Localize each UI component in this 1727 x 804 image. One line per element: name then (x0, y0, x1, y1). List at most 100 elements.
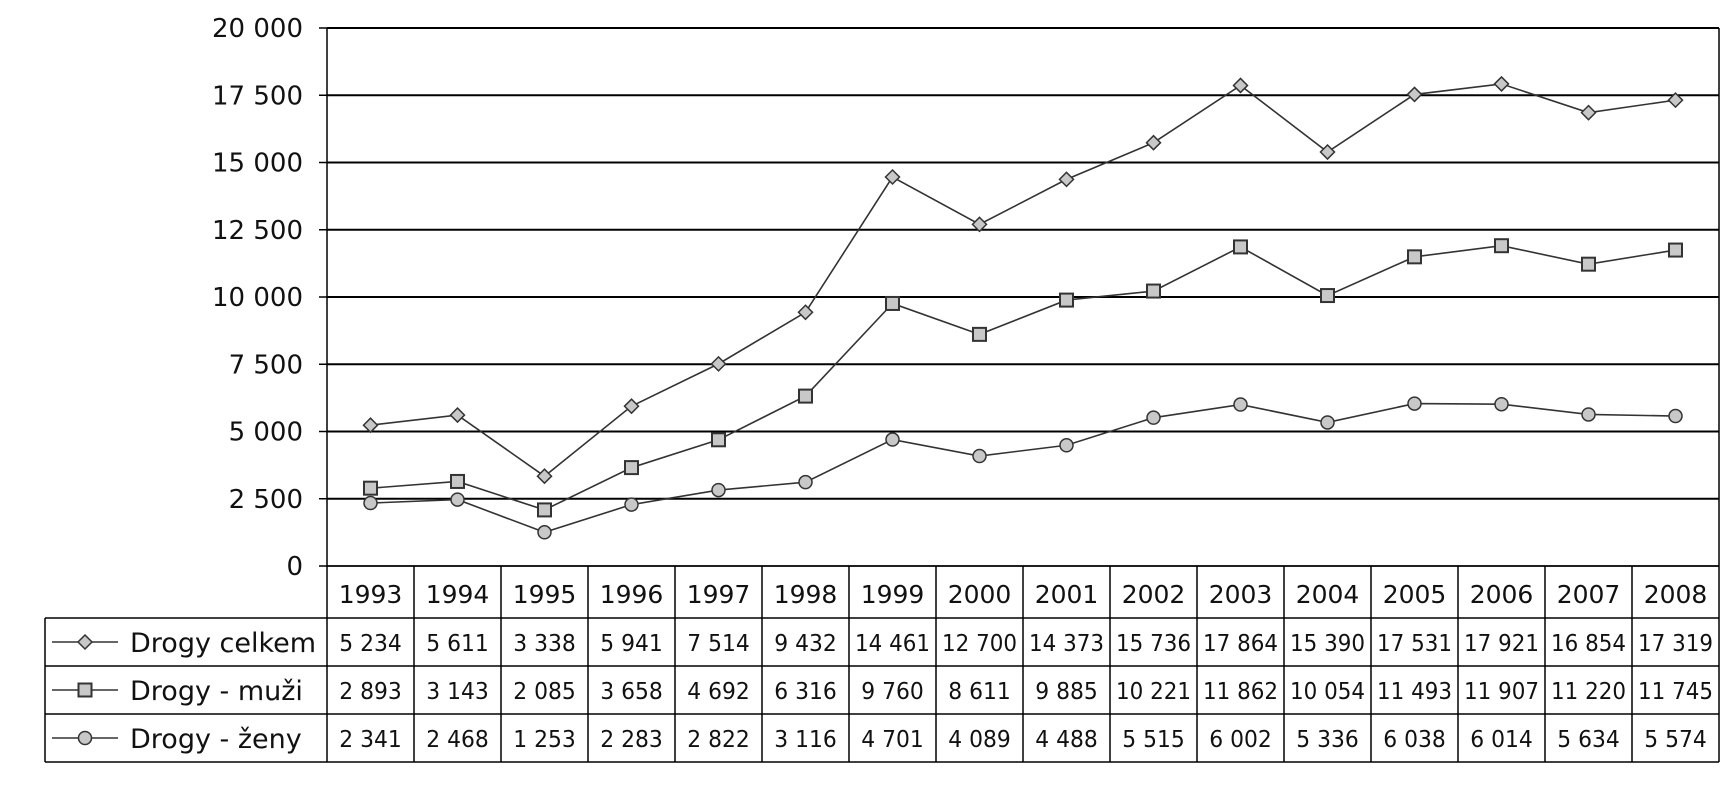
data-label-square: 11 907 (1464, 679, 1539, 705)
data-point-circle (363, 495, 378, 511)
data-label-circle: 4 701 (861, 727, 924, 753)
data-point-circle (624, 497, 639, 512)
data-point-square (537, 502, 552, 518)
data-point-diamond (1058, 171, 1075, 188)
data-label-circle: 4 089 (948, 727, 1011, 753)
x-tick-label: 1996 (600, 580, 664, 609)
data-label-square: 6 316 (774, 679, 837, 705)
data-point-diamond (1319, 143, 1336, 161)
data-point-square (1233, 239, 1248, 255)
data-label-square: 3 658 (600, 679, 663, 705)
x-tick-label: 2008 (1644, 580, 1708, 609)
x-tick-label: 1994 (426, 580, 490, 609)
data-label-circle: 6 038 (1383, 727, 1446, 753)
data-label-diamond: 12 700 (942, 631, 1017, 657)
series-line-diamond (370, 83, 1676, 478)
data-label-diamond: 9 432 (774, 631, 837, 657)
data-label-square: 10 054 (1290, 679, 1365, 705)
data-label-circle: 1 253 (513, 727, 576, 753)
data-point-diamond (1406, 86, 1423, 103)
legend-marker-diamond (76, 633, 94, 651)
data-label-square: 8 611 (948, 679, 1011, 705)
data-point-diamond (971, 216, 988, 233)
x-tick-label: 1999 (861, 580, 925, 609)
data-label-square: 11 745 (1638, 679, 1713, 705)
data-label-square: 2 085 (513, 679, 576, 705)
data-point-circle (1407, 396, 1422, 411)
data-point-square (1407, 249, 1422, 265)
data-label-diamond: 14 461 (855, 631, 930, 657)
x-tick-label: 1995 (513, 580, 577, 609)
data-label-square: 9 885 (1035, 679, 1098, 705)
data-point-diamond (536, 468, 553, 485)
data-point-circle (1668, 408, 1683, 424)
data-point-square (711, 432, 726, 448)
data-label-circle: 5 574 (1644, 727, 1707, 753)
data-label-diamond: 15 390 (1290, 631, 1365, 657)
data-label-circle: 5 336 (1296, 727, 1359, 753)
data-label-circle: 4 488 (1035, 727, 1098, 753)
x-tick-label: 2007 (1557, 580, 1621, 609)
data-label-diamond: 17 319 (1638, 631, 1713, 657)
data-label-diamond: 3 338 (513, 631, 576, 657)
data-label-square: 11 220 (1551, 679, 1626, 705)
data-point-diamond (362, 417, 379, 434)
data-point-square (1320, 288, 1335, 304)
y-tick-label: 17 500 (212, 81, 303, 111)
data-label-diamond: 14 373 (1029, 631, 1104, 657)
y-tick-label: 2 500 (229, 485, 303, 515)
data-label-square: 2 893 (339, 679, 402, 705)
x-tick-label: 2002 (1122, 580, 1186, 609)
data-label-square: 10 221 (1116, 679, 1191, 705)
data-label-square: 4 692 (687, 679, 750, 705)
y-tick-label: 7 500 (229, 350, 303, 380)
legend-marker-square (77, 682, 93, 698)
data-point-circle (1581, 407, 1596, 422)
data-point-diamond (1580, 104, 1597, 121)
data-point-square (363, 480, 378, 496)
legend-label-square: Drogy - muži (130, 676, 303, 707)
data-label-diamond: 17 864 (1203, 631, 1278, 657)
data-point-circle (711, 482, 726, 498)
y-tick-label: 0 (286, 552, 303, 582)
data-label-square: 11 862 (1203, 679, 1278, 705)
data-label-diamond: 5 611 (426, 631, 489, 657)
data-point-square (1494, 238, 1509, 254)
data-point-square (885, 295, 900, 311)
data-point-circle (885, 432, 900, 447)
series-line-circle (370, 402, 1676, 534)
data-point-square (1059, 292, 1074, 308)
data-point-diamond (797, 304, 814, 321)
y-tick-label: 20 000 (212, 14, 303, 44)
x-tick-label: 1998 (774, 580, 838, 609)
data-point-circle (972, 448, 987, 464)
data-point-circle (537, 525, 552, 540)
data-point-square (624, 460, 639, 476)
y-tick-label: 15 000 (212, 149, 303, 179)
data-label-diamond: 15 736 (1116, 631, 1191, 657)
data-point-circle (1146, 410, 1161, 425)
data-point-circle (1233, 397, 1248, 412)
x-tick-label: 1997 (687, 580, 751, 609)
data-point-circle (1494, 396, 1509, 412)
series-line-square (370, 244, 1676, 511)
data-point-circle (798, 474, 813, 490)
data-label-circle: 5 515 (1122, 727, 1185, 753)
data-point-square (1668, 242, 1683, 258)
y-tick-label: 12 500 (212, 216, 303, 246)
data-label-square: 11 493 (1377, 679, 1452, 705)
data-label-square: 3 143 (426, 679, 489, 705)
data-point-square (798, 388, 813, 404)
data-point-circle (1320, 415, 1335, 430)
data-label-diamond: 7 514 (687, 631, 750, 657)
data-point-diamond (1145, 134, 1162, 151)
data-point-diamond (623, 398, 640, 415)
data-label-circle: 2 468 (426, 727, 489, 753)
x-tick-label: 2006 (1470, 580, 1534, 609)
x-tick-label: 2001 (1035, 580, 1099, 609)
legend-label-circle: Drogy - ženy (130, 724, 302, 755)
data-label-circle: 2 283 (600, 727, 663, 753)
x-tick-label: 2003 (1209, 580, 1273, 609)
data-point-square (450, 473, 465, 489)
